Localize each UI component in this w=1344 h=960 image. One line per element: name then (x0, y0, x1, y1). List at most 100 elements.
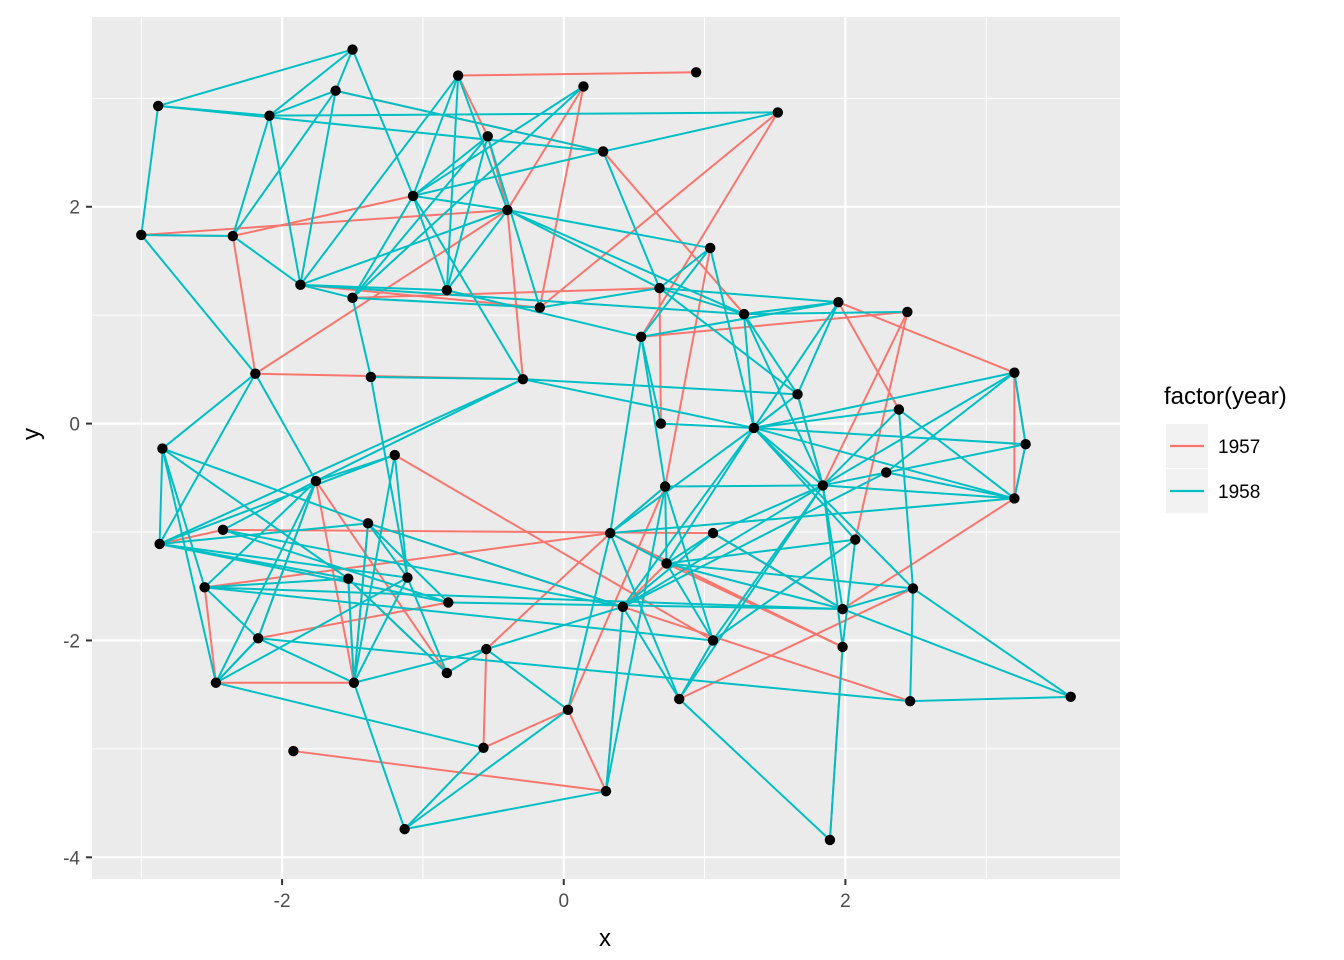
edge-1958 (507, 209, 711, 249)
edge-1957 (837, 301, 1015, 374)
node-point (250, 368, 261, 379)
node-point (347, 292, 358, 304)
edge-1957 (394, 454, 714, 642)
edge-1958 (257, 637, 355, 684)
edge-1958 (299, 74, 459, 286)
edge-1957 (658, 288, 662, 424)
edge-1958 (912, 587, 1072, 698)
edge-1958 (753, 427, 856, 541)
node-point (578, 81, 589, 92)
edge-1958 (485, 648, 569, 711)
edge-1958 (215, 576, 408, 684)
edge-1957 (232, 194, 414, 238)
edge-1958 (140, 105, 160, 236)
edge-1958 (257, 480, 317, 639)
edge-1958 (215, 480, 317, 684)
node-point (605, 527, 616, 539)
x-tick-label: 2 (840, 891, 851, 912)
edge-1958 (204, 577, 349, 589)
edge-1958 (161, 372, 256, 450)
edge-1958 (157, 48, 353, 107)
edge-1958 (796, 394, 824, 486)
node-point (893, 404, 905, 415)
edge-1958 (822, 371, 1015, 487)
edge-1958 (486, 605, 624, 651)
edge-1957 (641, 310, 908, 338)
node-point (347, 44, 358, 55)
edge-1958 (159, 454, 396, 545)
edge-1958 (712, 532, 844, 610)
edge-1957 (837, 301, 900, 410)
edge-1958 (602, 111, 779, 153)
edge-1958 (269, 111, 778, 117)
edge-1958 (640, 247, 711, 338)
edge-1958 (753, 426, 1015, 500)
edge-1958 (658, 247, 711, 289)
edge-1957 (159, 528, 224, 545)
edge-1958 (641, 301, 839, 338)
edge-1958 (609, 336, 643, 534)
edge-1958 (367, 522, 449, 604)
node-point (478, 742, 489, 754)
edge-1958 (215, 681, 484, 749)
edge-1958 (254, 373, 317, 482)
edge-1958 (232, 235, 302, 286)
node-point (705, 242, 716, 254)
edge-1958 (299, 90, 337, 285)
edge-1958 (658, 287, 799, 396)
node-point (399, 823, 410, 835)
edge-1958 (268, 115, 302, 285)
edge-1957 (664, 247, 712, 487)
edge-1958 (1013, 444, 1027, 499)
edge-1958 (351, 85, 585, 299)
node-point (482, 131, 493, 142)
edge-1958 (370, 375, 523, 381)
edge-1957 (314, 480, 355, 683)
edge-1958 (203, 586, 259, 640)
edge-1958 (567, 532, 612, 711)
edge-1957 (506, 209, 524, 380)
node-point (210, 677, 222, 688)
edge-1957 (539, 111, 779, 309)
edge-1958 (622, 471, 887, 608)
node-point (738, 308, 750, 320)
edge-1958 (743, 313, 799, 395)
edge-1958 (1013, 372, 1027, 445)
node-point (850, 534, 861, 545)
node-point (904, 695, 916, 707)
edge-1958 (446, 648, 487, 674)
edge-1958 (412, 194, 508, 211)
y-tick-label: 2 (69, 198, 80, 219)
node-point (654, 282, 665, 294)
edge-1958 (753, 427, 914, 590)
node-point (817, 480, 829, 491)
node-point (837, 603, 848, 615)
edge-1958 (351, 49, 414, 197)
node-point (402, 572, 413, 583)
node-point (365, 371, 377, 383)
edge-1958 (842, 608, 1072, 698)
edge-1958 (161, 448, 217, 683)
edge-1958 (347, 578, 355, 683)
edge-1958 (753, 301, 840, 429)
edge-1957 (257, 601, 449, 640)
edge-1958 (664, 486, 714, 641)
edge-1958 (403, 747, 485, 830)
y-tick-label: 0 (69, 415, 80, 436)
edge-1958 (446, 289, 642, 338)
edge-1958 (622, 532, 714, 608)
edge-1958 (664, 486, 668, 564)
edge-1958 (909, 588, 914, 702)
node-point (833, 296, 844, 308)
node-point (792, 389, 803, 400)
edge-1958 (640, 336, 667, 487)
node-point (837, 641, 848, 653)
legend: factor(year) 1957 1958 (1164, 383, 1287, 513)
edge-1958 (605, 486, 667, 792)
edge-1958 (352, 682, 406, 830)
edge-1958 (678, 698, 831, 841)
edge-1958 (141, 233, 233, 238)
edge-1958 (666, 538, 856, 565)
y-axis-ticks: -4 -2 0 2 (63, 198, 92, 869)
